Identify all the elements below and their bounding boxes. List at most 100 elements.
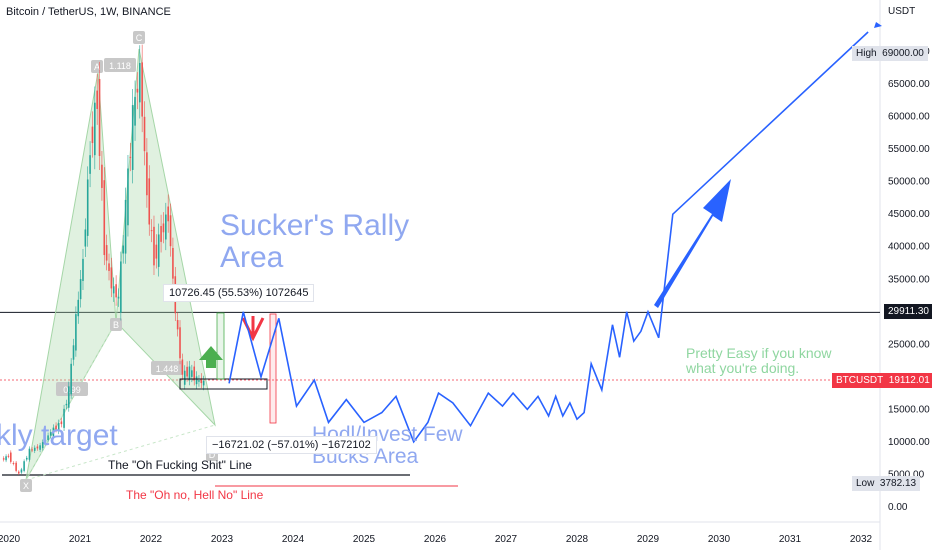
y-tick-label: 5000.00 xyxy=(888,469,925,480)
price-candle xyxy=(165,214,167,240)
x-tick-label: 2032 xyxy=(850,534,873,545)
harmonic-ratio-badge xyxy=(56,382,88,396)
suckers-rally-annotation: Sucker's Rally Area xyxy=(220,209,410,274)
price-candle xyxy=(20,469,23,473)
level-29911-label: 29911.30 xyxy=(884,304,932,319)
measure-down-label: −16721.02 (−57.01%) −1672102 xyxy=(206,436,377,454)
y-tick-label: 60000.00 xyxy=(888,112,930,123)
harmonic-point-label: C xyxy=(136,33,143,43)
harmonic-point-label: D xyxy=(209,450,216,460)
low-price-label: Low 3782.13 xyxy=(852,476,921,491)
projection-end-marker xyxy=(874,22,882,28)
high-label: High xyxy=(856,48,877,59)
price-candle xyxy=(172,247,174,279)
price-candle xyxy=(195,376,198,385)
price-candle xyxy=(138,62,141,103)
weekly-target-annotation: kly target xyxy=(0,419,118,452)
price-candle xyxy=(183,370,186,385)
price-candle xyxy=(153,226,155,266)
y-tick-label: 50000.00 xyxy=(888,177,930,188)
price-candle xyxy=(110,267,113,289)
y-tick-label: 15000.00 xyxy=(888,404,930,415)
price-candle xyxy=(7,455,10,457)
current-price-value: 19112.01 xyxy=(888,375,930,386)
big-blue-arrow xyxy=(654,179,731,308)
price-candle xyxy=(200,378,203,384)
y-tick-label: 35000.00 xyxy=(888,274,930,285)
harmonic-point-label: B xyxy=(113,320,119,330)
x-tick-label: 2030 xyxy=(708,534,731,545)
price-candle xyxy=(47,435,49,441)
x-tick-label: 2026 xyxy=(424,534,447,545)
price-candle xyxy=(129,156,132,158)
harmonic-ratio-badge xyxy=(151,361,183,375)
y-tick-label: 40000.00 xyxy=(888,242,930,253)
price-candle xyxy=(31,449,33,451)
x-tick-label: 2031 xyxy=(779,534,802,545)
price-candle xyxy=(60,421,63,425)
harmonic-ratio-badge xyxy=(104,58,136,72)
price-candle xyxy=(157,234,160,267)
price-candle xyxy=(193,366,196,381)
price-candle xyxy=(39,445,41,450)
price-candle xyxy=(191,370,193,377)
price-candle xyxy=(101,164,103,188)
price-candle xyxy=(79,279,82,300)
price-candle xyxy=(94,102,96,156)
price-candle xyxy=(89,155,91,174)
y-tick-label: 25000.00 xyxy=(888,339,930,350)
harmonic-xd-line xyxy=(25,424,216,481)
price-candle xyxy=(84,229,87,247)
harmonic-ratio-label: 0.99 xyxy=(63,385,81,395)
x-tick-label: 2021 xyxy=(69,534,92,545)
price-candle xyxy=(91,126,94,144)
chart-title: Bitcoin / TetherUS, 1W, BINANCE xyxy=(6,6,171,18)
harmonic-point-badge xyxy=(110,318,122,331)
price-candle xyxy=(17,471,20,474)
x-tick-label: 2023 xyxy=(211,534,234,545)
price-candle xyxy=(25,457,28,460)
price-candle xyxy=(63,408,65,428)
price-candle xyxy=(188,366,191,381)
price-candle xyxy=(96,90,98,109)
oh-fs-line-label: The "Oh Fucking Shit" Line xyxy=(108,458,252,472)
price-candle xyxy=(117,296,120,299)
price-candle xyxy=(67,386,70,408)
projection-line xyxy=(228,31,869,444)
price-candle xyxy=(181,359,184,375)
price-candle xyxy=(131,105,134,170)
harmonic-point-badge xyxy=(133,31,145,44)
price-candle xyxy=(141,62,143,117)
price-candle xyxy=(49,432,52,436)
price-candle xyxy=(65,403,68,406)
price-candle xyxy=(186,366,188,377)
y-axis-unit-label: USDT xyxy=(888,6,915,17)
price-candle xyxy=(155,244,158,259)
low-label: Low xyxy=(856,478,875,489)
price-candle xyxy=(75,314,77,351)
price-candle xyxy=(77,299,80,317)
harmonic-point-badge xyxy=(20,479,32,492)
price-candle xyxy=(160,226,162,242)
price-candle xyxy=(124,199,127,254)
high-price-label: High 69000.00 xyxy=(852,46,928,61)
price-candle xyxy=(202,380,205,386)
price-candle xyxy=(122,245,125,254)
price-candle xyxy=(36,446,39,449)
price-candle xyxy=(44,439,47,442)
price-candle xyxy=(55,425,57,430)
price-candle xyxy=(2,458,5,460)
price-candle xyxy=(23,461,25,471)
price-candle xyxy=(12,463,15,465)
green-up-arrow xyxy=(199,346,223,368)
price-candle xyxy=(179,327,181,359)
price-candle xyxy=(33,447,36,451)
current-price-label: BTCUSDT 19112.01 xyxy=(832,373,932,388)
harmonic-point-label: X xyxy=(23,481,29,491)
price-candle xyxy=(10,452,12,462)
harmonic-point-label: A xyxy=(94,62,100,72)
hell-no-line-label: The "Oh no, Hell No" Line xyxy=(126,488,264,502)
price-candle xyxy=(41,442,44,449)
measure-up-range xyxy=(216,312,225,380)
price-candle xyxy=(150,230,153,232)
